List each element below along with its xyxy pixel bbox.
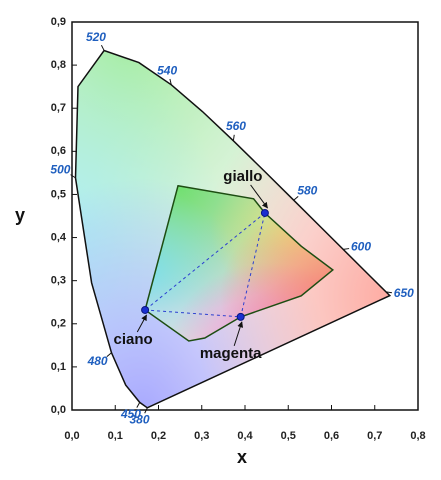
gamut-triangle (144, 212, 266, 311)
point-label: ciano (113, 331, 152, 348)
primary-point (236, 312, 245, 321)
wavelength-label: 560 (226, 119, 246, 133)
gamut (144, 184, 335, 342)
point-label: giallo (223, 168, 262, 185)
x-axis-label: x (237, 447, 247, 467)
y-tick-label: 0,9 (51, 16, 66, 28)
y-tick-label: 0,7 (51, 102, 66, 114)
x-tick-label: 0,4 (237, 430, 253, 442)
wavelength-tick (232, 134, 235, 141)
y-tick-label: 0,4 (51, 231, 67, 243)
y-tick-label: 0,5 (51, 188, 66, 200)
y-tick-label: 0,3 (51, 275, 66, 287)
y-tick-label: 0,6 (51, 145, 66, 157)
wavelength-label: 500 (50, 162, 70, 176)
x-tick-label: 0,6 (324, 430, 339, 442)
wavelength-tick (169, 78, 172, 85)
point-arrow (136, 314, 147, 333)
wavelength-tick (106, 352, 112, 357)
y-tick-label: 0,0 (51, 404, 66, 416)
spectral-locus (74, 49, 392, 409)
wavelength-tick (70, 174, 76, 179)
primary-point (141, 305, 150, 314)
wavelength-tick (385, 291, 393, 294)
y-axis-label: y (15, 205, 25, 225)
wavelength-label: 540 (157, 63, 177, 77)
x-tick-label: 0,8 (410, 430, 425, 442)
wavelength-label: 380 (129, 413, 149, 427)
wavelength-tick (100, 44, 105, 51)
y-tick-label: 0,1 (51, 361, 66, 373)
x-tick-label: 0,0 (64, 430, 79, 442)
point-arrow (250, 184, 268, 209)
point-label: magenta (200, 345, 262, 362)
wavelength-tick (136, 402, 141, 408)
wavelength-label: 480 (87, 354, 108, 368)
x-tick-label: 0,7 (367, 430, 382, 442)
gamut-triangle (145, 309, 241, 318)
wavelength-tick (343, 248, 350, 250)
wavelength-label: 650 (394, 286, 414, 300)
wavelength-label: 520 (86, 30, 106, 44)
x-tick-label: 0,2 (151, 430, 166, 442)
wavelength-label: 600 (351, 240, 371, 254)
x-tick-label: 0,1 (108, 430, 123, 442)
point-arrow (233, 321, 244, 347)
y-tick-label: 0,8 (51, 59, 66, 71)
x-tick-label: 0,3 (194, 430, 209, 442)
wavelength-tick (144, 407, 148, 414)
y-tick-label: 0,2 (51, 318, 66, 330)
wavelength-label: 450 (120, 407, 141, 421)
x-tick-label: 0,5 (281, 430, 296, 442)
wavelength-label: 580 (297, 183, 317, 197)
primary-point (260, 208, 269, 217)
wavelength-tick (293, 195, 299, 201)
